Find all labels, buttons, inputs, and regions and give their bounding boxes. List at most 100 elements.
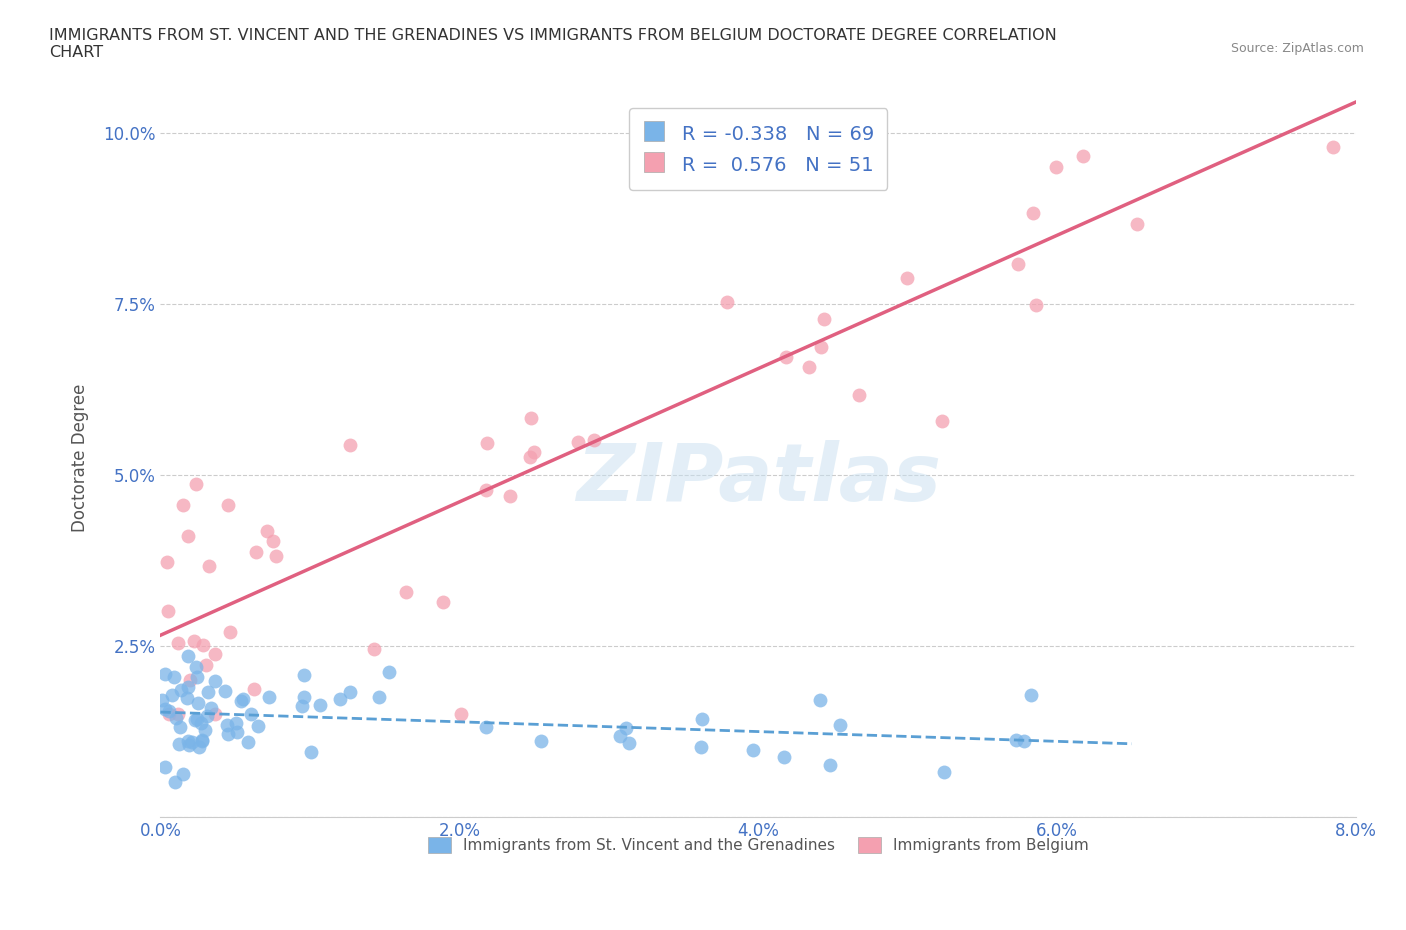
Point	[299, 744, 322, 759]
Point	[226, 724, 249, 739]
Point	[200, 700, 222, 715]
Point	[773, 750, 796, 764]
Point	[395, 585, 418, 600]
Point	[474, 720, 496, 735]
Point	[1019, 687, 1042, 702]
Point	[1005, 733, 1028, 748]
Point	[194, 722, 217, 737]
Point	[1007, 257, 1029, 272]
Point	[232, 691, 254, 706]
Text: IMMIGRANTS FROM ST. VINCENT AND THE GRENADINES VS IMMIGRANTS FROM BELGIUM DOCTOR: IMMIGRANTS FROM ST. VINCENT AND THE GREN…	[49, 28, 1057, 60]
Point	[172, 498, 194, 512]
Point	[377, 665, 399, 680]
Point	[217, 726, 239, 741]
Point	[165, 711, 187, 725]
Point	[848, 387, 870, 402]
Point	[243, 681, 266, 696]
Point	[236, 734, 259, 749]
Point	[150, 693, 173, 708]
Point	[156, 604, 179, 618]
Point	[292, 689, 315, 704]
Point	[163, 670, 186, 684]
Point	[195, 658, 218, 672]
Point	[499, 489, 522, 504]
Point	[367, 689, 389, 704]
Point	[609, 728, 631, 743]
Point	[262, 534, 284, 549]
Point	[932, 764, 955, 779]
Point	[1071, 149, 1094, 164]
Point	[567, 435, 589, 450]
Point	[191, 734, 214, 749]
Point	[896, 271, 918, 286]
Point	[215, 718, 238, 733]
Point	[163, 774, 186, 789]
Point	[186, 670, 208, 684]
Point	[195, 709, 218, 724]
Point	[818, 757, 841, 772]
Point	[166, 707, 188, 722]
Point	[186, 711, 208, 726]
Point	[177, 649, 200, 664]
Point	[191, 733, 214, 748]
Point	[825, 140, 848, 154]
Point	[188, 739, 211, 754]
Point	[614, 720, 637, 735]
Point	[828, 718, 851, 733]
Point	[520, 411, 543, 426]
Point	[1045, 160, 1067, 175]
Point	[292, 667, 315, 682]
Point	[214, 684, 236, 698]
Point	[617, 736, 640, 751]
Point	[181, 735, 204, 750]
Point	[475, 435, 498, 450]
Point	[204, 674, 226, 689]
Point	[184, 712, 207, 727]
Point	[197, 684, 219, 699]
Point	[153, 760, 176, 775]
Point	[1025, 298, 1047, 312]
Point	[264, 549, 287, 564]
Point	[259, 689, 281, 704]
Point	[519, 450, 541, 465]
Point	[155, 667, 177, 682]
Point	[432, 595, 454, 610]
Point	[197, 559, 219, 574]
Point	[309, 698, 332, 712]
Point	[179, 737, 201, 752]
Point	[157, 707, 180, 722]
Point	[240, 707, 263, 722]
Point	[474, 483, 496, 498]
Point	[741, 742, 763, 757]
Point	[177, 734, 200, 749]
Point	[179, 673, 201, 688]
Point	[153, 701, 176, 716]
Point	[193, 637, 215, 652]
Point	[186, 659, 208, 674]
Text: ZIPatlas: ZIPatlas	[575, 440, 941, 518]
Point	[690, 711, 713, 726]
Point	[157, 703, 180, 718]
Point	[170, 683, 193, 698]
Point	[689, 739, 711, 754]
Point	[172, 766, 194, 781]
Text: Source: ZipAtlas.com: Source: ZipAtlas.com	[1230, 42, 1364, 55]
Point	[799, 360, 821, 375]
Point	[246, 718, 269, 733]
Point	[177, 679, 200, 694]
Y-axis label: Doctorate Degree: Doctorate Degree	[72, 383, 89, 532]
Point	[217, 498, 239, 512]
Point	[219, 624, 242, 639]
Point	[176, 691, 198, 706]
Point	[291, 698, 314, 713]
Point	[1022, 206, 1045, 220]
Point	[190, 715, 212, 730]
Point	[225, 716, 247, 731]
Point	[339, 684, 361, 699]
Point	[162, 687, 184, 702]
Point	[169, 719, 191, 734]
Point	[256, 523, 278, 538]
Point	[155, 555, 177, 570]
Point	[813, 312, 835, 326]
Point	[183, 633, 205, 648]
